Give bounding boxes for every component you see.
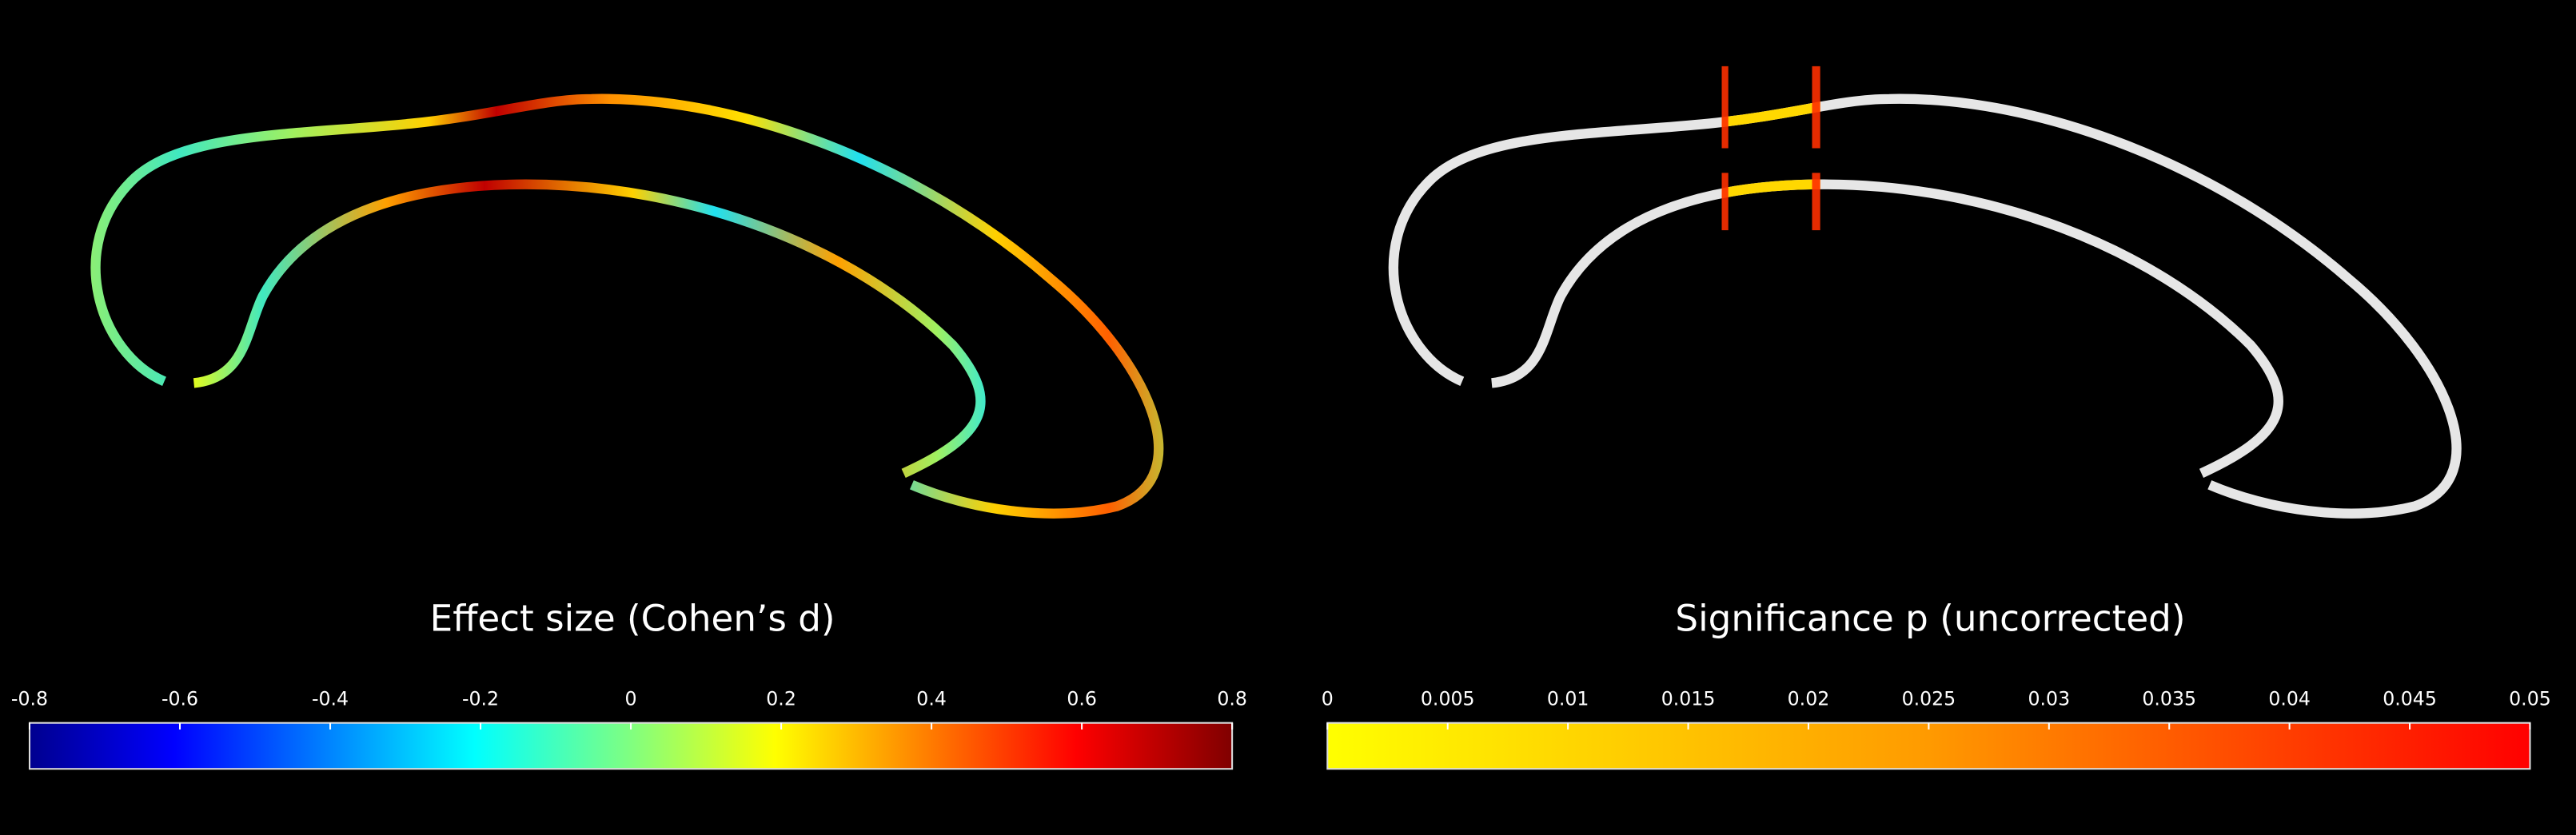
tick-label: 0.01 <box>1547 687 1589 710</box>
tick-label: 0.005 <box>1421 687 1475 710</box>
tick-label: -0.4 <box>312 687 349 710</box>
tick-label: -0.6 <box>161 687 198 710</box>
mask <box>1709 148 1840 173</box>
tick-label: 0.02 <box>1788 687 1830 710</box>
tick-label: -0.2 <box>462 687 499 710</box>
tick-label: 0.2 <box>766 687 796 710</box>
tick-label: 0.4 <box>916 687 947 710</box>
tick-label: 0.015 <box>1661 687 1716 710</box>
tick-label: 0.8 <box>1217 687 1247 710</box>
tick-label: 0 <box>625 687 637 710</box>
tick-label: 0.6 <box>1067 687 1097 710</box>
tick-label: 0.04 <box>2268 687 2311 710</box>
significant-segments <box>1721 66 1820 231</box>
tick-label: 0.035 <box>2142 687 2196 710</box>
tick-label: 0 <box>1322 687 1334 710</box>
tick-label: -0.8 <box>11 687 48 710</box>
panel-title: Effect size (Cohen’s d) <box>430 597 835 639</box>
tract-significance <box>1388 93 2462 519</box>
colorbar <box>28 722 1234 770</box>
tick-label: 0.025 <box>1902 687 1956 710</box>
panel-title: Significance p (uncorrected) <box>1675 597 2185 639</box>
tick-label: 0.03 <box>2028 687 2071 710</box>
colorbar <box>1326 722 2531 770</box>
tick-label: 0.045 <box>2383 687 2437 710</box>
tract-effect <box>90 93 1164 519</box>
tick-label: 0.05 <box>2509 687 2551 710</box>
